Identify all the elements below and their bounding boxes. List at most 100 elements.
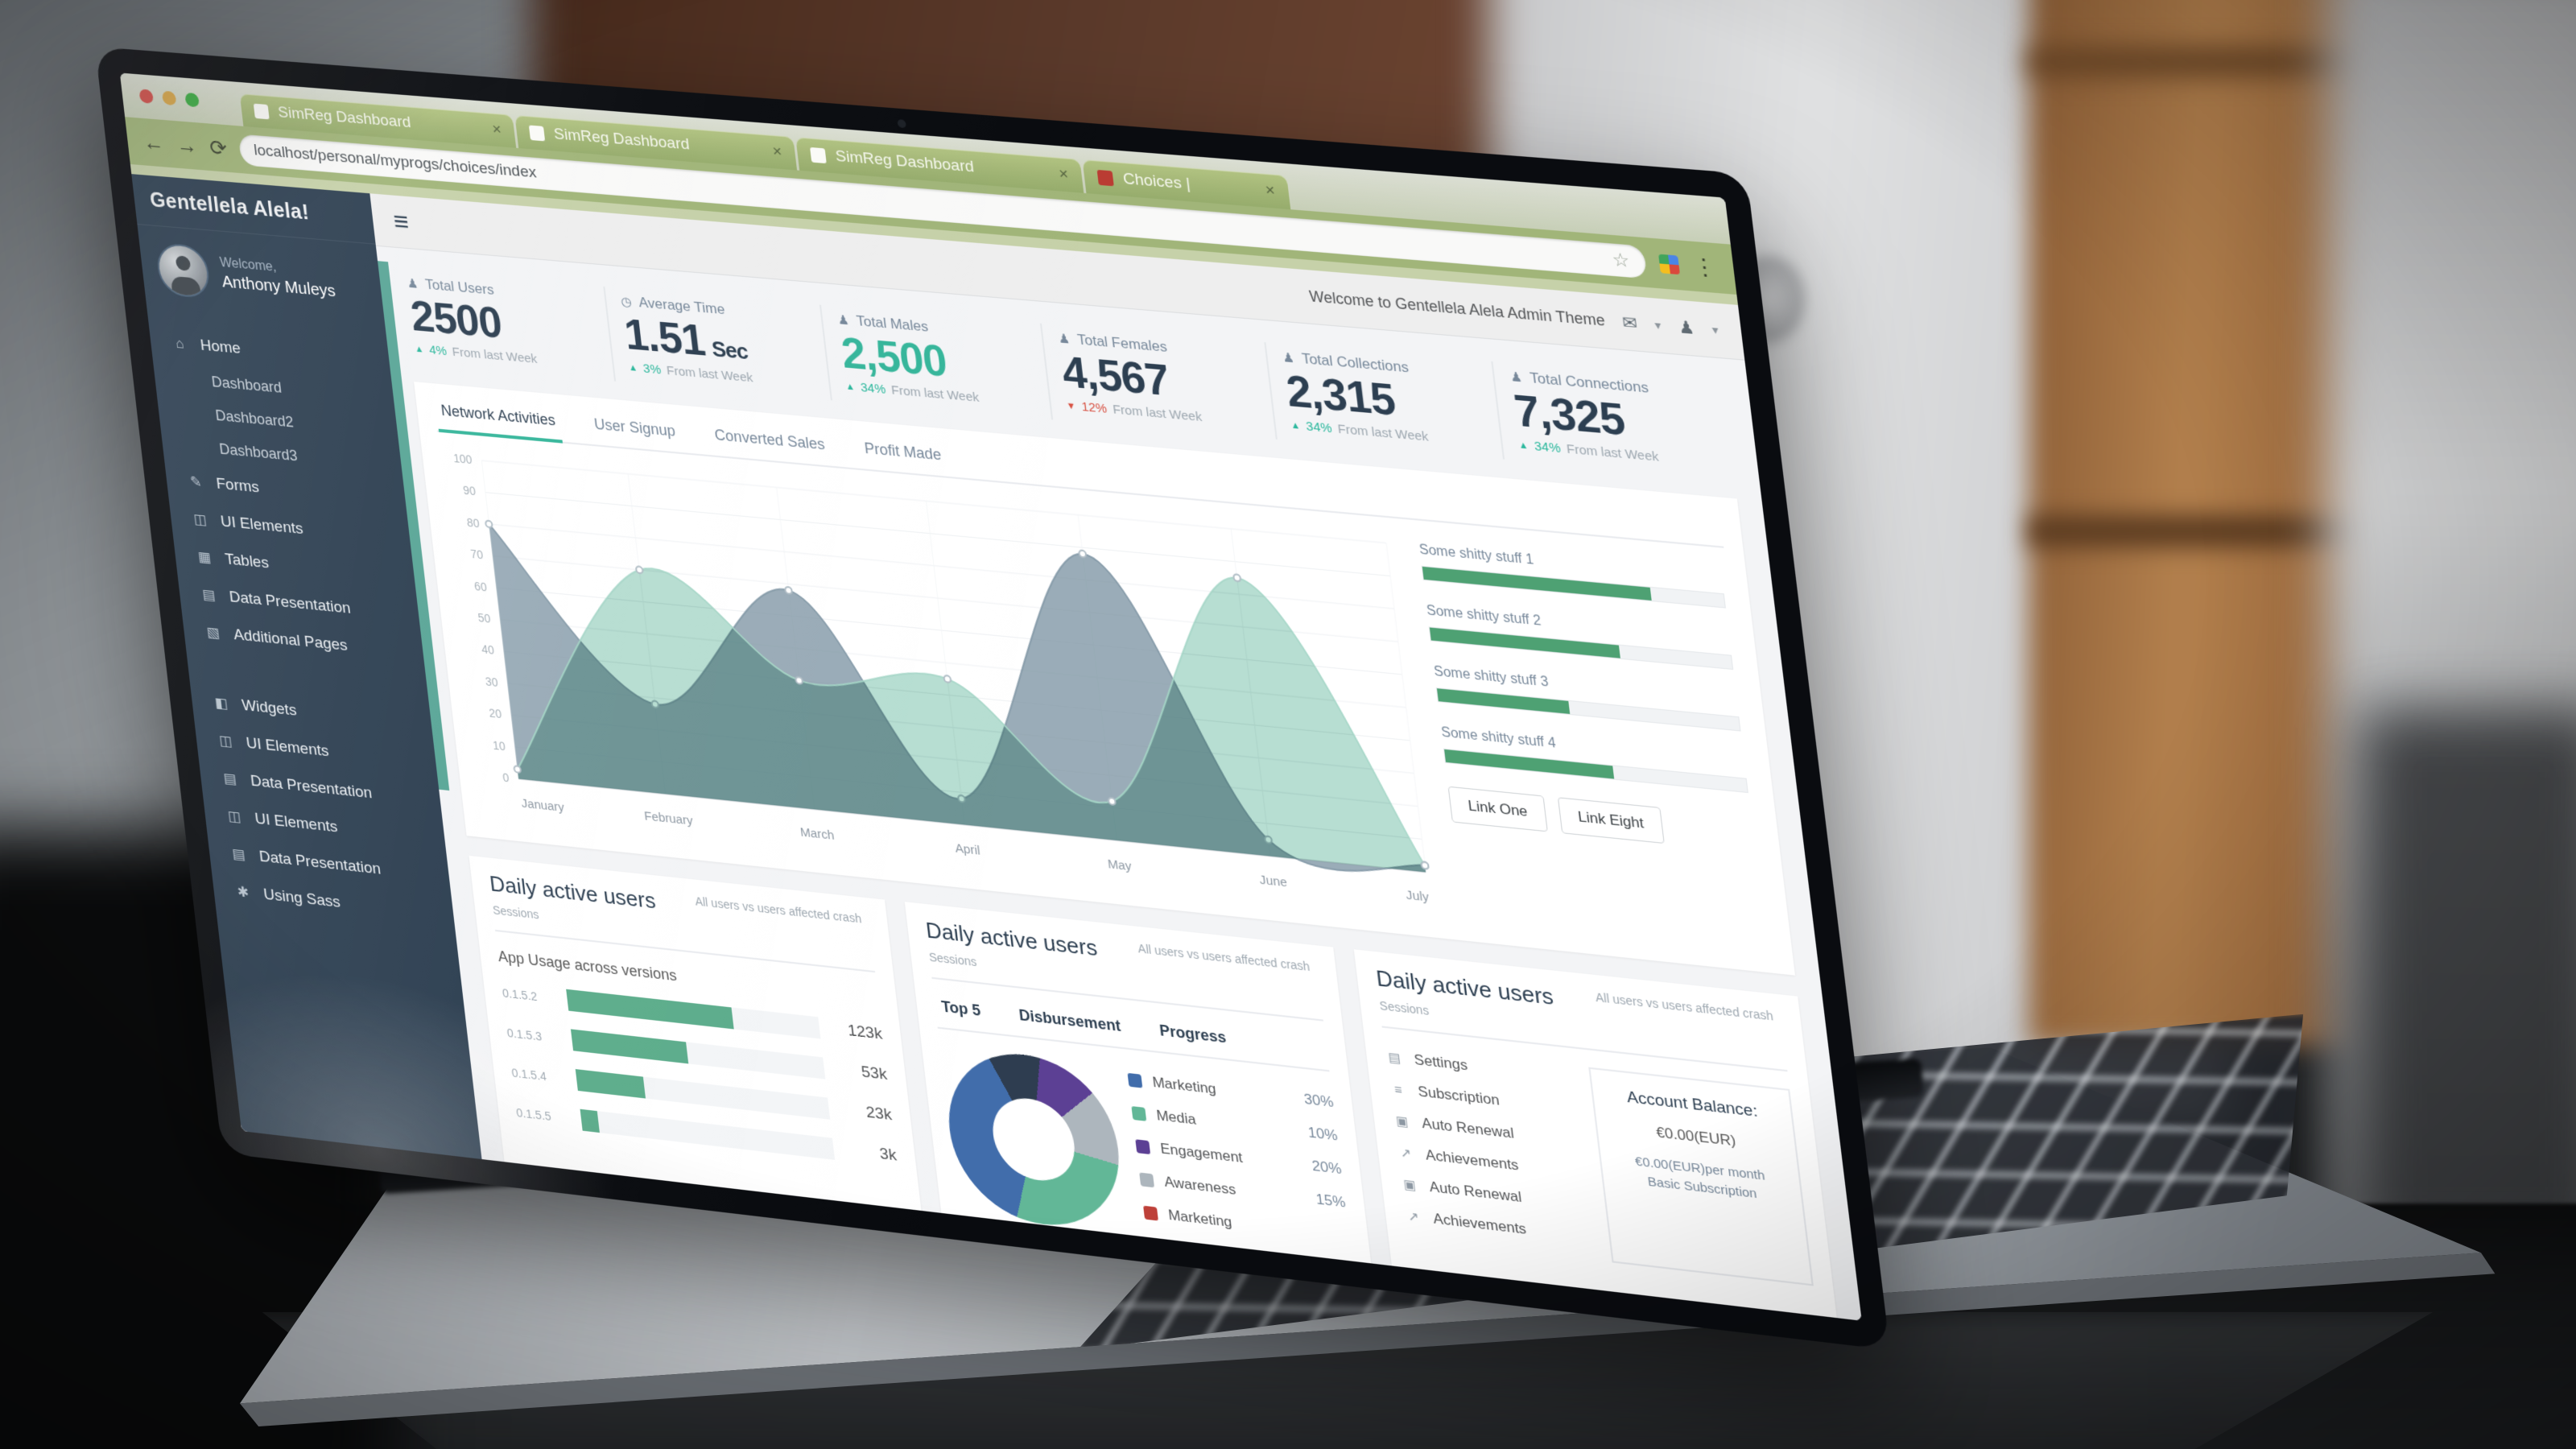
stat-total-females: ♟Total Females 4,567 12%From last Week <box>1039 323 1276 440</box>
tab-title: SimReg Dashboard <box>834 147 976 176</box>
close-window-button[interactable] <box>138 89 155 104</box>
forward-icon[interactable]: → <box>175 132 199 159</box>
user-icon: ♟ <box>406 276 419 291</box>
navbar-welcome-message: Welcome to Gentellela Alela Admin Theme <box>1308 287 1606 329</box>
legend-label: Awareness <box>1163 1174 1237 1199</box>
chevron-down-icon[interactable]: ▾ <box>1653 317 1662 332</box>
subscription-item[interactable]: ≡ Subscription <box>1389 1080 1578 1118</box>
chart-icon: ▤ <box>201 586 217 604</box>
usage-bar-track <box>580 1109 835 1161</box>
cabinet-shelf <box>2029 48 2383 76</box>
tab-disbursement[interactable]: Disbursement <box>1018 1006 1122 1035</box>
messages-icon[interactable]: ✉ <box>1621 313 1639 334</box>
settings-item[interactable]: ▤ Settings <box>1385 1049 1574 1087</box>
auto-renewal-item[interactable]: ▣ Auto Renewal <box>1400 1175 1589 1214</box>
account-balance-value: €0.00(EUR) <box>1655 1124 1737 1150</box>
reload-icon[interactable]: ⟳ <box>208 134 229 161</box>
settings-label: Achievements <box>1424 1146 1520 1174</box>
user-icon: ♟ <box>1057 331 1071 347</box>
calendar-icon: ▤ <box>1387 1051 1402 1067</box>
tab-network-activities[interactable]: Network Activities <box>440 402 556 429</box>
screen-display: SimReg Dashboard × SimReg Dashboard × Si… <box>119 72 1862 1321</box>
window-icon: ◫ <box>218 733 233 750</box>
auto-renewal-item[interactable]: ▣ Auto Renewal <box>1393 1112 1582 1150</box>
user-menu-icon[interactable]: ♟ <box>1677 318 1696 339</box>
stat-total-males: ♟Total Males 2,500 34%From last Week <box>819 304 1052 420</box>
legend-label: Engagement <box>1159 1140 1244 1166</box>
tab-top5[interactable]: Top 5 <box>940 998 982 1020</box>
minimize-window-button[interactable] <box>161 90 177 106</box>
usage-bar-fill <box>580 1109 601 1133</box>
svg-text:20: 20 <box>489 707 503 721</box>
tab-title: SimReg Dashboard <box>552 125 691 154</box>
legend-swatch <box>1127 1073 1143 1088</box>
card-note: All users vs users affected crash <box>1137 941 1311 974</box>
avatar <box>155 242 212 299</box>
tab-converted-sales[interactable]: Converted Sales <box>713 426 826 453</box>
trend-up-icon <box>1290 420 1301 431</box>
svg-text:50: 50 <box>477 611 492 625</box>
zoom-window-button[interactable] <box>184 92 200 108</box>
user-icon: ♟ <box>1282 350 1295 366</box>
version-label: 0.1.5.4 <box>510 1066 547 1084</box>
stat-delta: 34% <box>860 380 887 398</box>
achievements-item[interactable]: ↗ Achievements <box>1404 1208 1593 1246</box>
link-eight-button[interactable]: Link Eight <box>1557 797 1665 844</box>
chevron-down-icon[interactable]: ▾ <box>1711 322 1719 337</box>
tab-close-icon[interactable]: × <box>491 120 502 139</box>
legend-label: Marketing <box>1167 1207 1233 1231</box>
bookmark-star-icon[interactable]: ☆ <box>1611 248 1631 272</box>
browser-menu-icon[interactable]: ⋮ <box>1691 253 1718 282</box>
svg-text:90: 90 <box>463 484 477 498</box>
user-icon: ♟ <box>836 312 850 328</box>
stat-delta: 12% <box>1080 399 1108 417</box>
extension-icon[interactable] <box>1658 254 1680 275</box>
home-icon: ⌂ <box>175 335 185 352</box>
legend-row: Marketing <box>1142 1204 1351 1245</box>
trend-up-icon <box>845 382 856 392</box>
settings-label: Auto Renewal <box>1428 1179 1523 1206</box>
achievements-item[interactable]: ↗ Achievements <box>1396 1144 1585 1183</box>
window-icon: ◫ <box>227 807 242 825</box>
tab-favicon <box>253 103 270 120</box>
svg-text:June: June <box>1259 873 1288 890</box>
menu-toggle-icon[interactable]: ≡ <box>391 205 411 237</box>
svg-text:May: May <box>1107 858 1133 874</box>
dashboard-content: ♟Total Users 2500 4%From last Week ◷Aver… <box>376 246 1862 1321</box>
sidebar-item-label: UI Elements <box>245 734 330 761</box>
tab-profit-made[interactable]: Profit Made <box>863 440 943 464</box>
sidebar-item-label: Using Sass <box>262 886 341 912</box>
svg-text:July: July <box>1406 889 1430 905</box>
legend-pct: 30% <box>1302 1091 1335 1111</box>
progress-fill <box>1437 688 1571 715</box>
usage-bar-fill <box>571 1029 689 1064</box>
tab-user-signup[interactable]: User Signup <box>593 415 677 440</box>
background-dark-object <box>2359 708 2576 1256</box>
svg-text:40: 40 <box>481 643 495 658</box>
tab-close-icon[interactable]: × <box>1058 165 1070 184</box>
settings-label: Subscription <box>1417 1083 1501 1109</box>
back-icon[interactable]: ← <box>142 129 166 156</box>
tab-close-icon[interactable]: × <box>1264 181 1276 200</box>
legend-swatch <box>1134 1139 1150 1155</box>
legend-pct: 15% <box>1315 1191 1347 1212</box>
tab-progress[interactable]: Progress <box>1158 1022 1228 1046</box>
svg-text:10: 10 <box>492 738 506 753</box>
svg-text:January: January <box>521 797 566 815</box>
trend-up-icon <box>415 344 424 354</box>
sidebar-item-label: UI Elements <box>254 810 339 836</box>
link-one-button[interactable]: Link One <box>1447 786 1548 832</box>
legend-swatch <box>1142 1206 1158 1221</box>
stat-total-users: ♟Total Users 2500 4%From last Week <box>401 270 614 382</box>
sidebar-item-label: Data Presentation <box>258 848 382 878</box>
table-icon: ▦ <box>196 548 212 566</box>
network-activities-card: Network Activities User Signup Converted… <box>414 382 1795 976</box>
tab-favicon <box>528 125 546 142</box>
tab-close-icon[interactable]: × <box>771 142 783 161</box>
usage-bar-track <box>571 1029 826 1080</box>
sidebar-item-label: Home <box>199 336 242 358</box>
tab-title: SimReg Dashboard <box>277 103 412 132</box>
sass-icon: ✱ <box>236 883 250 901</box>
window-controls <box>138 89 200 108</box>
usage-bar-fill <box>575 1069 646 1099</box>
